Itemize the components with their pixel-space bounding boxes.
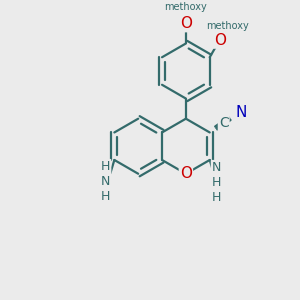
Text: C: C	[219, 116, 229, 130]
Text: O: O	[180, 16, 192, 31]
Text: N
H
H: N H H	[212, 161, 221, 204]
Text: methoxy: methoxy	[206, 21, 249, 31]
Text: H
N
H: H N H	[101, 160, 110, 203]
Text: O: O	[214, 33, 226, 48]
Text: N: N	[235, 105, 246, 120]
Text: methoxy: methoxy	[164, 2, 207, 12]
Text: O: O	[180, 166, 192, 181]
